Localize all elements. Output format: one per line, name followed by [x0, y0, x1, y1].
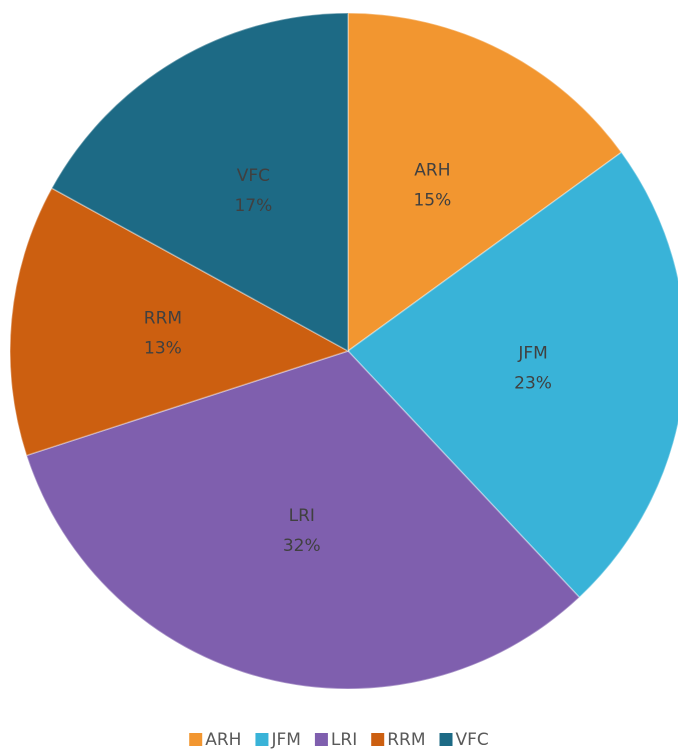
pie-slice	[50, 12, 349, 353]
pie-slice	[346, 151, 678, 599]
legend-label: RRM	[387, 730, 425, 750]
legend-swatch	[439, 733, 453, 746]
data-label-value: 13%	[144, 339, 182, 359]
legend-swatch	[371, 733, 385, 746]
data-label-value: 17%	[234, 196, 272, 216]
pie-slice	[25, 350, 581, 690]
legend-swatch	[189, 733, 203, 746]
data-label-value: 23%	[514, 373, 552, 393]
data-label-name: JFM	[517, 343, 547, 363]
data-label-name: RRM	[144, 309, 182, 329]
legend-swatch	[255, 733, 269, 746]
legend-label: LRI	[331, 730, 357, 750]
data-label-name: LRI	[289, 506, 315, 526]
legend-label: JFM	[270, 730, 300, 750]
pie-slice	[347, 12, 623, 353]
legend: ARH JFM LRI RRM VFC	[189, 730, 489, 750]
data-label-name: VFC	[237, 166, 270, 186]
data-label-value: 15%	[413, 190, 451, 210]
data-label-name: ARH	[414, 160, 450, 180]
legend-swatch	[314, 733, 328, 746]
legend-label: ARH	[205, 730, 241, 750]
data-label-value: 32%	[283, 536, 321, 556]
legend-label: VFC	[456, 730, 489, 750]
pie-slice	[9, 187, 350, 457]
